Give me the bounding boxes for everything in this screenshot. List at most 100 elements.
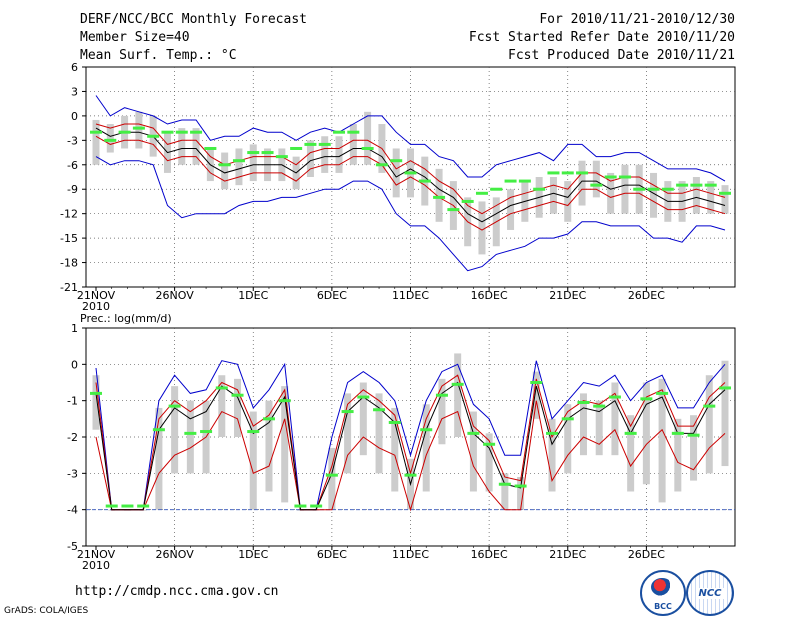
y-tick-label: 0	[71, 110, 78, 123]
upper-outer-line	[95, 95, 726, 182]
median-marker	[561, 171, 574, 175]
median-marker	[404, 171, 417, 175]
grads-credit: GrADS: COLA/IGES	[4, 606, 89, 616]
spread-box	[658, 378, 666, 503]
y-tick-label: 0	[71, 358, 78, 371]
median-marker	[318, 142, 331, 146]
y-tick-label: -18	[60, 257, 78, 270]
spread-box	[507, 189, 515, 230]
median-marker	[467, 431, 480, 435]
x-year-label: 2010	[82, 300, 110, 313]
median-marker	[703, 404, 716, 408]
median-marker	[137, 504, 150, 508]
produced-date: Fcst Produced Date 2010/11/21	[508, 48, 735, 63]
median-marker	[640, 397, 653, 401]
mean-line	[95, 381, 726, 511]
ncc-logo: NCC	[686, 570, 734, 616]
median-marker	[325, 473, 338, 477]
median-marker	[593, 404, 606, 408]
spread-box	[306, 140, 314, 177]
bcc-logo-text: BCC	[654, 602, 672, 611]
panel-title: Prec.: log(mm/d)	[80, 312, 172, 325]
median-marker	[633, 187, 646, 191]
spread-box	[578, 160, 586, 206]
lower-inner-line	[95, 400, 726, 512]
median-marker	[105, 504, 118, 508]
x-tick-label: 21DEC	[549, 548, 586, 561]
spread-box	[435, 168, 443, 222]
spread-box	[234, 378, 242, 437]
spread-box	[579, 393, 587, 456]
spread-box	[192, 128, 200, 165]
spread-box	[155, 407, 163, 510]
spread-box	[690, 415, 698, 481]
x-tick-label: 26DEC	[628, 548, 665, 561]
spread-box	[485, 433, 493, 492]
median-marker	[719, 191, 731, 195]
median-marker	[490, 187, 503, 191]
spread-box	[627, 415, 635, 492]
x-tick-label: 21NOV	[77, 289, 116, 302]
median-marker	[530, 381, 543, 384]
median-marker	[232, 159, 245, 163]
median-marker	[347, 130, 360, 134]
spread-box	[135, 111, 143, 149]
mean-line	[95, 127, 726, 223]
spread-box	[564, 404, 572, 474]
x-tick-label: 1DEC	[238, 548, 268, 561]
source-url[interactable]: http://cmdp.ncc.cma.gov.cn	[75, 584, 279, 599]
forecast-period: For 2010/11/21-2010/12/30	[539, 12, 735, 27]
y-tick-label: -3	[67, 134, 78, 147]
median-marker	[290, 146, 303, 150]
x-tick-label: 26DEC	[628, 289, 665, 302]
spread-box	[218, 375, 226, 437]
median-marker	[247, 151, 260, 155]
spread-box	[349, 124, 357, 165]
median-marker	[118, 130, 131, 134]
y-tick-label: -2	[67, 431, 78, 444]
upper-outer-line	[95, 360, 726, 511]
spread-box	[391, 407, 399, 492]
spread-box	[281, 386, 289, 503]
spread-box	[364, 111, 372, 165]
bcc-logo: BCC	[640, 570, 686, 616]
median-marker	[247, 430, 260, 434]
y-tick-label: -12	[60, 208, 78, 221]
median-marker	[147, 134, 160, 138]
median-marker	[161, 130, 174, 134]
median-marker	[294, 504, 307, 508]
spread-box	[438, 378, 446, 445]
spread-box	[721, 185, 729, 214]
median-marker	[132, 126, 145, 130]
median-marker	[231, 393, 244, 397]
ncc-logo-text: NCC	[696, 587, 724, 599]
median-marker	[661, 187, 674, 191]
x-tick-label: 11DEC	[392, 548, 429, 561]
lower-inner-line	[95, 135, 726, 231]
median-marker	[676, 183, 689, 187]
spread-box	[249, 411, 257, 510]
spread-box	[221, 152, 229, 190]
median-marker	[514, 484, 527, 488]
median-marker	[435, 393, 448, 397]
y-tick-label: -6	[67, 159, 78, 172]
median-marker	[200, 430, 213, 434]
spread-box	[621, 164, 629, 214]
y-tick-label: -3	[67, 467, 78, 480]
median-marker	[90, 130, 102, 134]
x-year-label: 2010	[82, 559, 110, 572]
median-marker	[168, 404, 181, 408]
spread-box	[321, 136, 329, 173]
y-tick-label: -9	[67, 183, 78, 196]
median-marker	[121, 504, 134, 508]
median-marker	[262, 417, 275, 421]
y-tick-label: -21	[60, 281, 78, 294]
spread-box	[454, 353, 462, 437]
median-marker	[390, 159, 403, 163]
spread-box	[705, 375, 713, 474]
median-marker	[656, 391, 669, 395]
spread-box	[92, 119, 100, 165]
median-marker	[561, 417, 574, 421]
